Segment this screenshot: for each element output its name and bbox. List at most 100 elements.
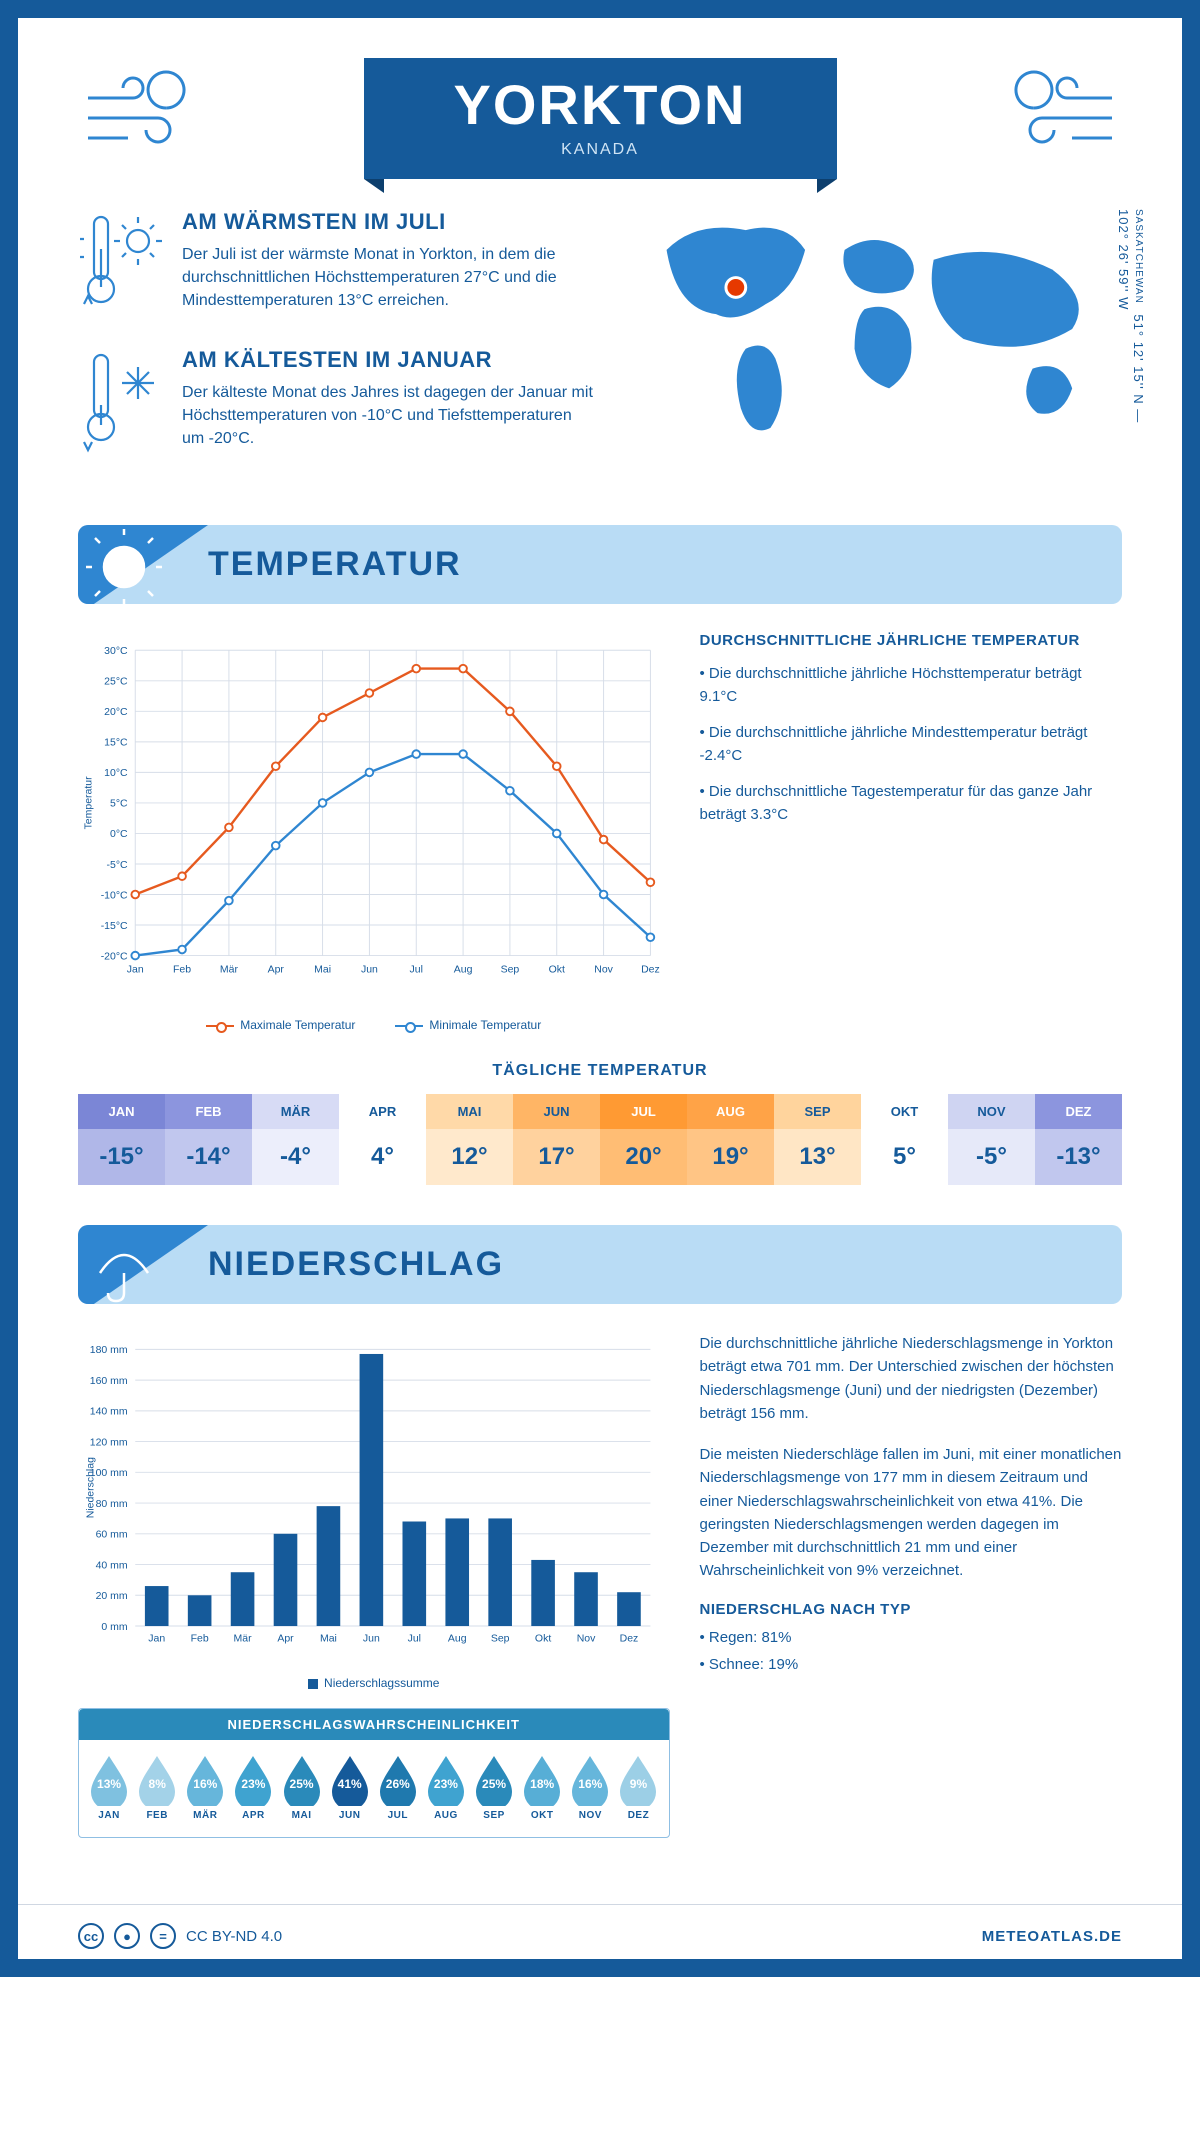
svg-text:60 mm: 60 mm [96,1530,128,1541]
daily-temp-grid: JAN-15°FEB-14°MÄR-4°APR4°MAI12°JUN17°JUL… [78,1094,1122,1185]
prob-drop: 23%APR [229,1754,277,1821]
precipitation-summary: Die durchschnittliche jährliche Niedersc… [700,1332,1123,1838]
daily-temp-cell: NOV-5° [948,1094,1035,1185]
svg-text:Mär: Mär [220,965,239,976]
prob-drop: 16%NOV [566,1754,614,1821]
fact-coldest: AM KÄLTESTEN IM JANUAR Der kälteste Mona… [78,347,597,457]
daily-temp-cell: DEZ-13° [1035,1094,1122,1185]
prob-drop: 26%JUL [374,1754,422,1821]
cc-icon: cc [78,1923,104,1949]
svg-text:25°C: 25°C [104,677,128,688]
fact-cold-title: AM KÄLTESTEN IM JANUAR [182,347,597,373]
wind-icon [1002,68,1122,163]
svg-text:Feb: Feb [173,965,191,976]
fact-warm-title: AM WÄRMSTEN IM JULI [182,209,597,235]
prob-drops: 13%JAN8%FEB16%MÄR23%APR25%MAI41%JUN26%JU… [79,1740,669,1825]
prob-drop: 8%FEB [133,1754,181,1821]
daily-temp-cell: SEP13° [774,1094,861,1185]
section-title-temperature: TEMPERATUR [208,545,1122,584]
temperature-line-chart: -20°C-15°C-10°C-5°C0°C5°C10°C15°C20°C25°… [78,632,670,1012]
svg-text:Aug: Aug [454,965,473,976]
svg-text:80 mm: 80 mm [96,1499,128,1510]
fact-warm-text: Der Juli ist der wärmste Monat in Yorkto… [182,243,597,313]
coordinates: SASKATCHEWAN 51° 12' 15'' N — 102° 26' 5… [1116,209,1146,454]
svg-text:-20°C: -20°C [101,951,128,962]
footer: cc ● = CC BY-ND 4.0 METEOATLAS.DE [18,1904,1182,1959]
wind-icon [78,68,198,163]
svg-text:Aug: Aug [448,1633,467,1644]
site-name: METEOATLAS.DE [982,1928,1122,1945]
umbrella-icon [86,1229,162,1304]
svg-text:Dez: Dez [620,1633,639,1644]
svg-text:120 mm: 120 mm [90,1437,128,1448]
daily-temp-cell: FEB-14° [165,1094,252,1185]
daily-temp-cell: JUL20° [600,1094,687,1185]
section-title-precipitation: NIEDERSCHLAG [208,1245,1122,1284]
location-marker [726,278,746,298]
svg-text:Jan: Jan [148,1633,165,1644]
daily-temp-cell: MÄR-4° [252,1094,339,1185]
prob-drop: 9%DEZ [614,1754,662,1821]
svg-text:Jun: Jun [363,1633,380,1644]
svg-text:Jan: Jan [127,965,144,976]
precip-probability-box: NIEDERSCHLAGSWAHRSCHEINLICHKEIT 13%JAN8%… [78,1708,670,1838]
daily-temp-cell: JUN17° [513,1094,600,1185]
svg-text:20°C: 20°C [104,707,128,718]
prob-drop: 16%MÄR [181,1754,229,1821]
fact-cold-text: Der kälteste Monat des Jahres ist dagege… [182,381,597,451]
facts-row: AM WÄRMSTEN IM JULI Der Juli ist der wär… [78,209,1122,485]
prob-drop: 41%JUN [326,1754,374,1821]
svg-text:Mai: Mai [314,965,331,976]
section-precipitation: NIEDERSCHLAG [78,1225,1122,1304]
svg-text:160 mm: 160 mm [90,1376,128,1387]
svg-text:Temperatur: Temperatur [83,776,94,830]
daily-temp-title: TÄGLICHE TEMPERATUR [78,1062,1122,1080]
svg-text:Apr: Apr [277,1633,294,1644]
svg-text:-5°C: -5°C [107,860,129,871]
daily-temp-cell: JAN-15° [78,1094,165,1185]
svg-text:Sep: Sep [501,965,520,976]
city-title: YORKTON [454,72,747,137]
svg-text:0°C: 0°C [110,829,128,840]
svg-text:10°C: 10°C [104,768,128,779]
temp-legend: Maximale Temperatur Minimale Temperatur [78,1018,670,1032]
svg-text:40 mm: 40 mm [96,1560,128,1571]
svg-text:180 mm: 180 mm [90,1345,128,1356]
svg-text:5°C: 5°C [110,799,128,810]
daily-temp-cell: APR4° [339,1094,426,1185]
section-temperature: TEMPERATUR [78,525,1122,604]
svg-text:Jul: Jul [410,965,423,976]
svg-text:30°C: 30°C [104,646,128,657]
thermometer-sun-icon [78,209,164,319]
thermometer-snow-icon [78,347,164,457]
country-subtitle: KANADA [454,141,747,159]
svg-text:140 mm: 140 mm [90,1407,128,1418]
svg-text:Dez: Dez [641,965,660,976]
svg-text:Mai: Mai [320,1633,337,1644]
prob-drop: 25%MAI [278,1754,326,1821]
svg-text:Jul: Jul [408,1633,421,1644]
prob-title: NIEDERSCHLAGSWAHRSCHEINLICHKEIT [79,1709,669,1740]
sun-icon [86,529,162,604]
by-icon: ● [114,1923,140,1949]
svg-text:Apr: Apr [268,965,285,976]
header: YORKTON KANADA [78,58,1122,179]
svg-text:Nov: Nov [594,965,613,976]
world-map: SASKATCHEWAN 51° 12' 15'' N — 102° 26' 5… [627,209,1122,454]
daily-temp-cell: MAI12° [426,1094,513,1185]
svg-text:Jun: Jun [361,965,378,976]
svg-text:Sep: Sep [491,1633,510,1644]
precip-legend: Niederschlagssumme [78,1676,670,1690]
svg-text:Okt: Okt [535,1633,551,1644]
daily-temp-cell: OKT5° [861,1094,948,1185]
svg-text:Feb: Feb [191,1633,209,1644]
prob-drop: 13%JAN [85,1754,133,1821]
svg-text:Nov: Nov [577,1633,596,1644]
license: cc ● = CC BY-ND 4.0 [78,1923,282,1949]
prob-drop: 23%AUG [422,1754,470,1821]
svg-text:Okt: Okt [549,965,565,976]
daily-temp-cell: AUG19° [687,1094,774,1185]
title-band: YORKTON KANADA [364,58,837,179]
svg-text:Mär: Mär [234,1633,253,1644]
precipitation-bar-chart: 0 mm20 mm40 mm60 mm80 mm100 mm120 mm140 … [78,1332,670,1672]
